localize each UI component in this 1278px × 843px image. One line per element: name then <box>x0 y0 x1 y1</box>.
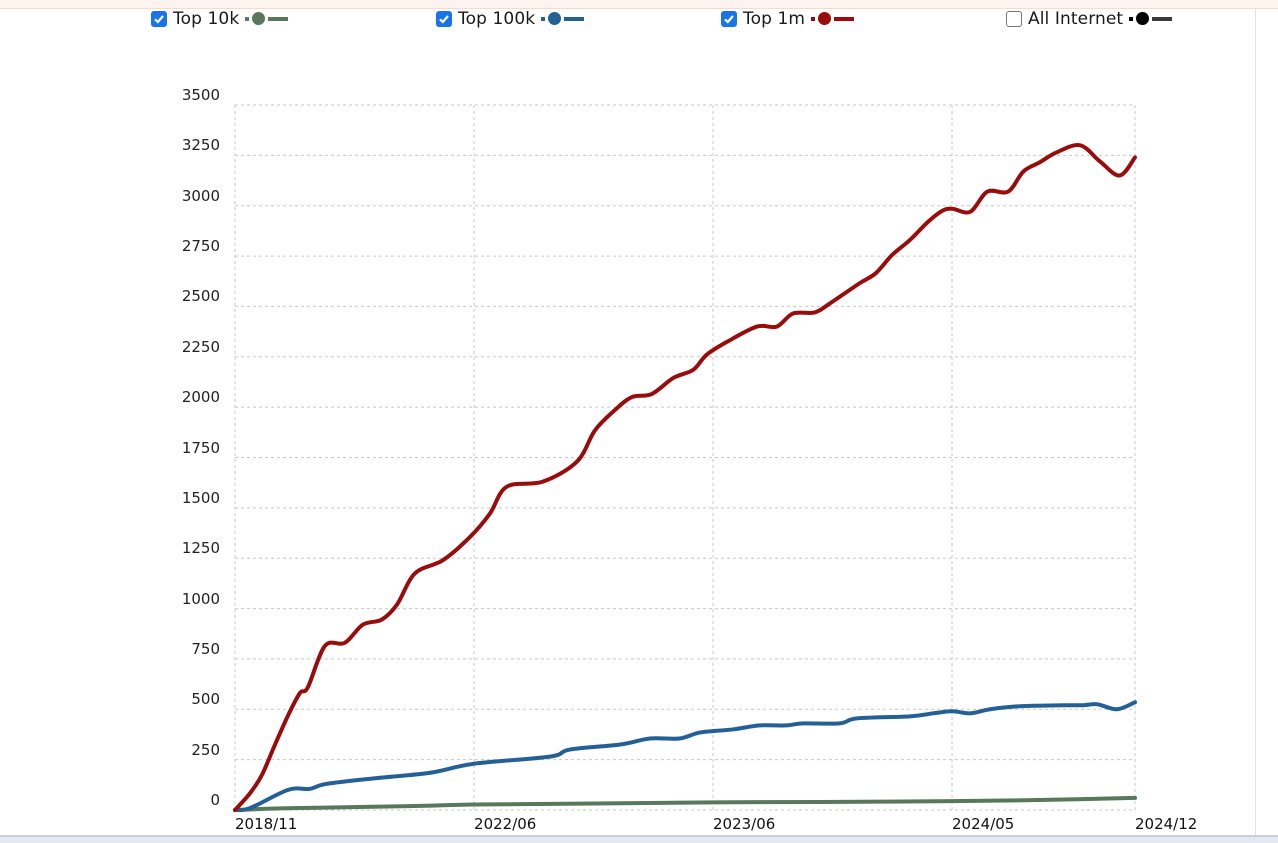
y-tick-label: 3500 <box>181 86 220 104</box>
x-tick-label: 2024/05 <box>952 815 1015 833</box>
legend-label: All Internet <box>1028 9 1124 29</box>
panel-right-border <box>1255 9 1256 835</box>
y-tick-label: 1500 <box>181 488 220 507</box>
chart-lines <box>233 143 1137 813</box>
y-tick-label: 2250 <box>181 337 220 356</box>
y-tick-label: 0 <box>210 791 220 809</box>
legend-swatch-icon <box>541 12 587 26</box>
y-tick-label: 3000 <box>181 186 220 205</box>
legend-item-top-1m[interactable]: Top 1m <box>721 8 857 30</box>
series-line-top-100k <box>233 700 1137 813</box>
y-tick-label: 1000 <box>181 589 220 608</box>
legend-swatch-icon <box>245 12 291 26</box>
x-tick-label: 2023/06 <box>712 815 776 833</box>
y-tick-label: 1250 <box>181 539 220 558</box>
checkmark-icon <box>439 15 449 24</box>
y-tick-label: 2500 <box>181 287 220 306</box>
legend-label: Top 10k <box>173 9 240 29</box>
checkmark-icon <box>154 15 164 24</box>
y-tick-label: 250 <box>191 740 220 759</box>
chart-grid <box>234 104 1136 811</box>
legend-swatch-icon <box>1129 12 1175 26</box>
y-tick-label: 1750 <box>181 438 220 457</box>
legend-label: Top 100k <box>458 9 536 29</box>
checkbox-top-1m[interactable] <box>721 11 737 27</box>
legend-item-top-100k[interactable]: Top 100k <box>436 8 587 30</box>
legend-item-all-internet[interactable]: All Internet <box>1006 8 1175 30</box>
checkbox-all-internet[interactable] <box>1006 11 1022 27</box>
y-tick-label: 2000 <box>181 388 220 407</box>
x-tick-label: 2024/12 <box>1135 815 1198 833</box>
y-tick-label: 750 <box>191 639 220 658</box>
y-tick-label: 3250 <box>181 136 220 155</box>
checkbox-top-10k[interactable] <box>151 11 167 27</box>
checkmark-icon <box>724 15 734 24</box>
series-line-top-10k <box>233 795 1137 812</box>
x-tick-label: 2018/11 <box>235 815 298 833</box>
legend-swatch-icon <box>811 12 857 26</box>
bottom-strip <box>0 835 1278 843</box>
top-strip <box>0 0 1278 9</box>
y-tick-label: 2750 <box>181 237 220 256</box>
y-tick-label: 500 <box>191 690 220 709</box>
legend-label: Top 1m <box>743 9 806 29</box>
series-line-top-1m <box>233 143 1137 812</box>
checkbox-top-100k[interactable] <box>436 11 452 27</box>
x-tick-label: 2022/06 <box>474 815 537 833</box>
legend-item-top-10k[interactable]: Top 10k <box>151 8 291 30</box>
